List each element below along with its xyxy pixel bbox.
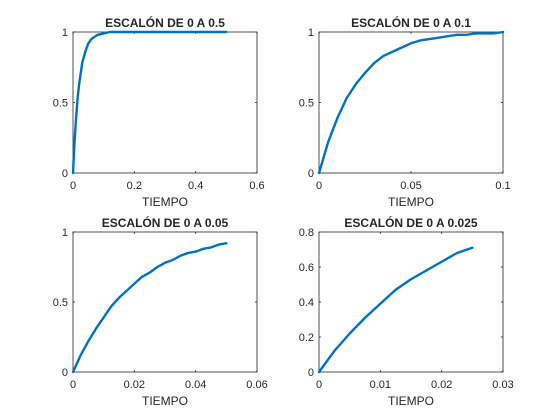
chart-title: ESCALÓN DE 0 A 0.1 bbox=[351, 15, 471, 30]
x-tick-label: 0.03 bbox=[492, 379, 513, 391]
y-tick-label: 0 bbox=[62, 168, 68, 180]
chart-title: ESCALÓN DE 0 A 0.05 bbox=[102, 215, 229, 230]
y-tick-label: 0.8 bbox=[299, 227, 314, 239]
y-tick-label: 1 bbox=[62, 227, 68, 239]
subplot-4: ESCALÓN DE 0 A 0.025 TIEMPO 0 0.01 0.02 0.03 0… bbox=[299, 215, 514, 408]
series-line bbox=[317, 246, 474, 374]
y-tick-label: 0.5 bbox=[53, 297, 68, 309]
axes-box bbox=[318, 231, 504, 373]
chart-title: ESCALÓN DE 0 A 0.5 bbox=[105, 15, 225, 30]
x-tick-label: 0.2 bbox=[127, 180, 142, 192]
x-tick-label: 0.02 bbox=[124, 379, 145, 391]
y-tick-label: 0 bbox=[308, 168, 314, 180]
y-tick-label: 0.6 bbox=[299, 262, 314, 274]
x-tick-label: 0 bbox=[316, 180, 322, 192]
x-axis-label: TIEMPO bbox=[142, 394, 188, 408]
series-line bbox=[71, 242, 228, 374]
x-tick-label: 0 bbox=[70, 180, 76, 192]
y-tick-label: 1 bbox=[308, 27, 314, 39]
x-axis-label: TIEMPO bbox=[388, 195, 434, 209]
x-tick-label: 0.02 bbox=[431, 379, 452, 391]
series-line bbox=[71, 30, 228, 175]
x-tick-label: 0.06 bbox=[246, 379, 267, 391]
y-tick-label: 0 bbox=[308, 367, 314, 379]
axes-box bbox=[318, 31, 504, 174]
x-tick-label: 0 bbox=[316, 379, 322, 391]
x-tick-label: 0.04 bbox=[185, 379, 206, 391]
subplot-3: ESCALÓN DE 0 A 0.05 TIEMPO 0 0.02 0.04 0.06 0 0… bbox=[53, 215, 268, 408]
x-tick-label: 0.05 bbox=[400, 180, 421, 192]
x-tick-label: 0.1 bbox=[495, 180, 510, 192]
y-tick-label: 0.2 bbox=[299, 332, 314, 344]
subplot-1: ESCALÓN DE 0 A 0.5 TIEMPO 0 0.2 0.4 0.6 0 0.5 1 bbox=[53, 15, 265, 209]
x-axis-label: TIEMPO bbox=[142, 195, 188, 209]
x-tick-label: 0.6 bbox=[249, 180, 264, 192]
x-tick-label: 0 bbox=[70, 379, 76, 391]
y-tick-label: 0 bbox=[62, 367, 68, 379]
x-tick-label: 0.01 bbox=[370, 379, 391, 391]
y-tick-label: 0.5 bbox=[53, 98, 68, 110]
axes-box bbox=[72, 231, 258, 373]
x-tick-label: 0.4 bbox=[188, 180, 203, 192]
chart-title: ESCALÓN DE 0 A 0.025 bbox=[344, 215, 477, 230]
x-axis-label: TIEMPO bbox=[388, 394, 434, 408]
series-line bbox=[317, 30, 505, 175]
subplot-2: ESCALÓN DE 0 A 0.1 TIEMPO 0 0.05 0.1 0 0.5 1 bbox=[299, 15, 511, 209]
axes-box bbox=[72, 31, 258, 174]
y-tick-label: 1 bbox=[62, 27, 68, 39]
y-tick-label: 0.4 bbox=[299, 297, 314, 309]
y-tick-label: 0.5 bbox=[299, 98, 314, 110]
